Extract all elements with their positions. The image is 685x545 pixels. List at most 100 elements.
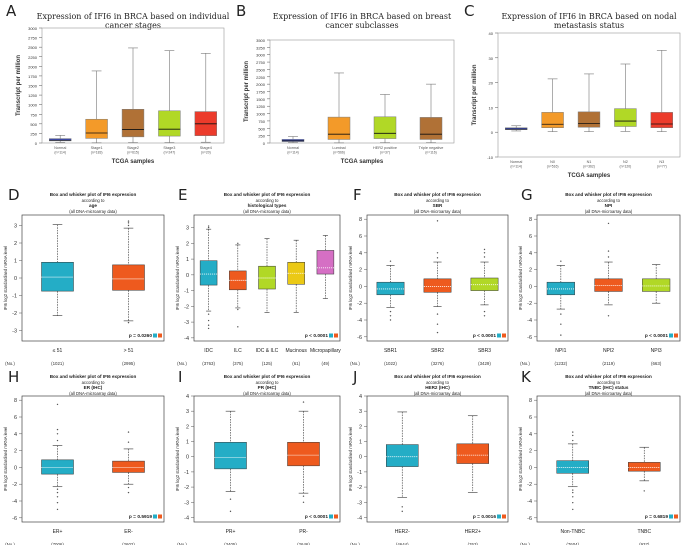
y-axis-label: IFI6 log2 standardised mRNA level xyxy=(175,246,180,311)
category-count: (2995) xyxy=(122,361,135,366)
y-tick-label: 3000 xyxy=(28,26,38,31)
y-tick-label: 1750 xyxy=(256,90,266,95)
outlier-point xyxy=(127,224,130,227)
box-iqr xyxy=(158,110,181,137)
outlier-point xyxy=(389,260,392,262)
y-tick-label: 0 xyxy=(186,455,189,461)
outlier-point xyxy=(572,489,574,491)
category-label: Luminal xyxy=(332,146,345,150)
outlier-point xyxy=(56,428,59,431)
box-iqr xyxy=(456,443,489,464)
box-npi2 xyxy=(594,222,623,317)
category-label: ER+ xyxy=(53,529,63,535)
chart-svg: -4 -3 -2 -1 0 1 2 3 IFI6 log2 standardised mRNA … xyxy=(175,214,341,366)
category-label: Normal xyxy=(287,146,299,150)
category-count: (1022) xyxy=(384,361,397,366)
count-row-label: (No.) xyxy=(520,361,530,366)
chart-panel-h: H Box and whisker plot of IFI6 expression… xyxy=(0,364,170,545)
y-tick-label: 8 xyxy=(529,217,532,223)
legend-swatch xyxy=(497,514,501,519)
legend-swatch xyxy=(497,333,501,338)
box-n3 xyxy=(650,50,673,133)
legend-swatch xyxy=(502,514,506,519)
category-count: (49) xyxy=(321,361,329,366)
chart-title-note: (all DNA-microarray data) xyxy=(584,390,633,396)
box-stage2 xyxy=(121,47,145,143)
y-tick-label: 0 xyxy=(529,465,532,471)
category-label: Micropapillary xyxy=(310,348,341,354)
category-count: (3763) xyxy=(202,361,215,366)
outlier-point xyxy=(436,323,439,325)
y-axis-label: Transcript per million xyxy=(244,61,250,122)
y-tick-label: 3500 xyxy=(256,38,266,43)
box-iqr xyxy=(423,278,452,293)
y-axis-label: IFI6 log2 standardised mRNA level xyxy=(3,427,8,492)
chart-svg: -10 0 10 20 30 40 Transcript per million Normal… xyxy=(472,31,681,179)
x-axis-label: TCGA samples xyxy=(341,159,384,165)
y-tick-label: 2 xyxy=(359,424,362,430)
category-count: (3429) xyxy=(478,361,491,366)
category-label: PR- xyxy=(299,529,308,535)
chart-title-title: Box and whisker plot of IFI6 expression xyxy=(394,374,481,379)
chart-svg: -3 -2 -1 0 1 2 3 IFI6 log2 standardised mRNA le… xyxy=(3,214,165,366)
p-value: p = 0.0016 xyxy=(473,514,496,520)
box-sbr2 xyxy=(423,220,452,334)
outlier-point xyxy=(389,315,392,317)
outlier-point xyxy=(483,310,486,313)
y-tick-label: 750 xyxy=(30,112,37,117)
plot-frame xyxy=(366,214,509,342)
y-tick-label: 1 xyxy=(186,257,189,263)
y-tick-label: 750 xyxy=(258,119,265,124)
plot-frame xyxy=(366,395,509,523)
y-axis-label: IFI6 log2 standardised mRNA level xyxy=(348,246,353,311)
outlier-point xyxy=(127,222,130,224)
outlier-point xyxy=(229,510,232,513)
panel-label: H xyxy=(8,368,20,386)
box-idc-ilc xyxy=(258,238,276,313)
y-tick-label: 500 xyxy=(30,122,37,127)
category-count: (3405) xyxy=(224,542,237,545)
y-tick-label: 2000 xyxy=(28,64,38,69)
chart-panel-d: D Box and whisker plot of IFI6 expression… xyxy=(0,182,170,366)
chart-title-title: Box and whisker plot of IFI6 expression xyxy=(565,374,652,379)
category-label: > 51 xyxy=(124,348,134,354)
chart-title-note: (all DNA-microarray data) xyxy=(69,390,117,396)
box-iqr xyxy=(594,278,623,292)
legend-swatch xyxy=(674,333,678,338)
category-count: (n=114) xyxy=(54,151,66,155)
y-axis-label: Transcript per million xyxy=(16,55,22,116)
y-axis-label: IFI6 log2 standardised mRNA level xyxy=(518,246,523,311)
box-n1 xyxy=(577,73,601,133)
box-iqr xyxy=(373,116,397,139)
chart-svg: -4 -3 -2 -1 0 1 2 3 4 IFI6 log2 standardised mRNA… xyxy=(348,394,509,545)
box-stage3 xyxy=(158,50,181,143)
outlier-point xyxy=(436,331,439,334)
y-tick-label: 2750 xyxy=(256,60,266,65)
chart-title-variable: SBR xyxy=(432,202,443,208)
box-mucinous xyxy=(287,239,305,313)
y-tick-label: -4 xyxy=(12,499,17,505)
y-tick-label: 0 xyxy=(14,465,17,471)
y-tick-label: -3 xyxy=(12,329,17,335)
category-label: HER2- xyxy=(395,529,410,535)
box-normal xyxy=(505,125,528,132)
chart-title: Box and whisker plot of IFI6 expression a… xyxy=(367,374,508,396)
y-tick-label: 1 xyxy=(186,440,189,446)
p-value: p < 0.0001 xyxy=(645,333,668,339)
y-tick-label: -4 xyxy=(527,499,532,505)
chart-panel-b: B Expression of IFI6 in BRCA based on bre… xyxy=(230,0,458,182)
y-tick-label: 1 xyxy=(359,440,362,446)
outlier-point xyxy=(127,321,130,324)
y-tick-label: 4 xyxy=(186,394,189,400)
box-n2 xyxy=(614,63,637,132)
category-count: (375) xyxy=(233,361,244,366)
outlier-point xyxy=(56,496,59,498)
y-tick-label: 2250 xyxy=(256,75,266,80)
chart-title-note: (all DNA-microarray data) xyxy=(413,390,462,396)
category-label: NPI1 xyxy=(555,348,566,354)
box-triple-negative xyxy=(419,83,443,144)
outlier-point xyxy=(127,431,130,433)
chart-title-text: Expression of IFI6 in BRCA based on noda… xyxy=(501,12,677,31)
category-count: (2119) xyxy=(602,361,615,366)
y-tick-label: 4 xyxy=(529,432,532,438)
